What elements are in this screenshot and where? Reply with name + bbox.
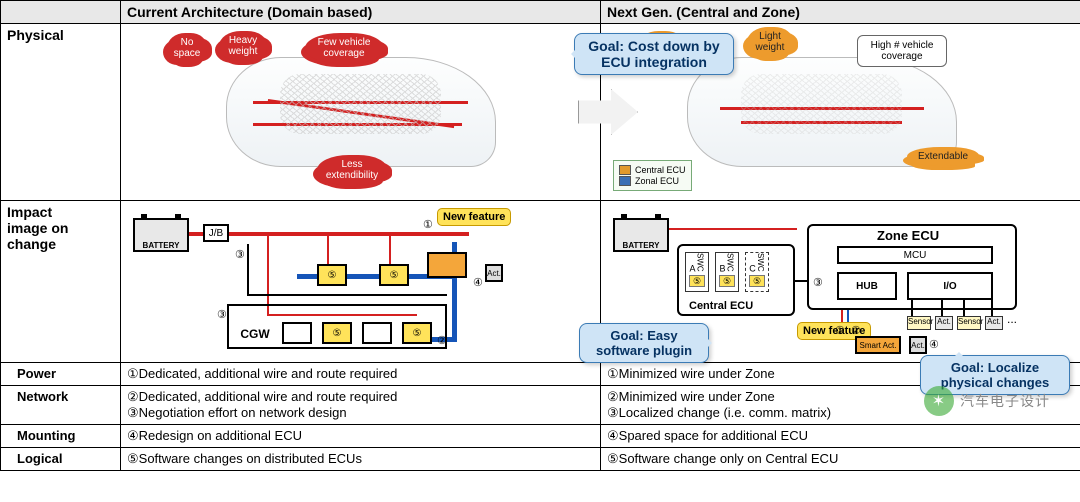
new-feature-callout: New feature bbox=[437, 208, 511, 226]
legend-swatch-central bbox=[619, 165, 631, 175]
row-label-power: Power bbox=[1, 363, 121, 386]
act-box: Act. bbox=[985, 316, 1003, 330]
cell-mounting-next: ④Spared space for additional ECU bbox=[601, 425, 1080, 448]
header-row: Current Architecture (Domain based) Next… bbox=[1, 1, 1080, 24]
ecu5-box: ⑤ bbox=[379, 264, 409, 286]
cloud-label: Light weight bbox=[747, 27, 793, 57]
row-label-mounting: Mounting bbox=[1, 425, 121, 448]
mcu-box: MCU bbox=[837, 246, 993, 264]
act-box-4: Act. bbox=[909, 336, 927, 354]
wechat-icon: ✶ bbox=[924, 386, 954, 416]
zone-ecu-label: Zone ECU bbox=[877, 228, 939, 243]
num-3: ③ bbox=[813, 276, 823, 289]
cell-logical-current: ⑤Software changes on distributed ECUs bbox=[121, 448, 601, 471]
cell-mounting-current: ④Redesign on additional ECU bbox=[121, 425, 601, 448]
legend-label-zonal: Zonal ECU bbox=[635, 176, 679, 186]
row-label-physical: Physical bbox=[1, 24, 121, 201]
num-2: ② bbox=[851, 324, 861, 337]
num-2: ② bbox=[437, 334, 447, 347]
cloud-label: High # vehicle coverage bbox=[857, 35, 947, 67]
legend-label-central: Central ECU bbox=[635, 165, 686, 175]
diagram-physical-current: Goal: Cost down by ECU integration No sp… bbox=[127, 27, 594, 197]
ecu5-box: ⑤ bbox=[317, 264, 347, 286]
row-logical: Logical ⑤Software changes on distributed… bbox=[1, 448, 1080, 471]
row-label-logical: Logical bbox=[1, 448, 121, 471]
num-4: ④ bbox=[473, 276, 483, 289]
comparison-table: Current Architecture (Domain based) Next… bbox=[0, 0, 1080, 471]
sensor-box: Sensor bbox=[957, 316, 981, 330]
central-ecu-label: Central ECU bbox=[689, 300, 753, 312]
cloud-label: Less extendibility bbox=[317, 155, 387, 185]
watermark: ✶ 汽车电子设计 bbox=[924, 386, 1050, 416]
num-1: ① bbox=[423, 218, 433, 231]
row-label-impact: Impact image on change bbox=[1, 201, 121, 363]
jb-box: J/B bbox=[203, 224, 229, 242]
header-current: Current Architecture (Domain based) bbox=[121, 1, 601, 24]
diagram-impact-current: BATTERY J/B ⑤ ⑤ ⑤ bbox=[127, 204, 594, 359]
actuator-box: Act. bbox=[485, 264, 503, 282]
dots: ... bbox=[1007, 312, 1017, 326]
table: Current Architecture (Domain based) Next… bbox=[0, 0, 1080, 471]
row-physical: Physical Goal: Cost down by ECU integrat… bbox=[1, 24, 1080, 201]
legend: Central ECU Zonal ECU bbox=[613, 160, 692, 191]
swc-b: BSWC⑤ bbox=[715, 252, 739, 292]
num-3b: ③ bbox=[217, 308, 227, 321]
goal-callout-plugin: Goal: Easy software plugin bbox=[579, 323, 709, 363]
battery-icon: BATTERY bbox=[133, 218, 189, 252]
cell-power-current: ①Dedicated, additional wire and route re… bbox=[121, 363, 601, 386]
car-current bbox=[226, 57, 496, 167]
row-impact: Impact image on change BATTERY J/B bbox=[1, 201, 1080, 363]
num-1: ① bbox=[835, 324, 845, 337]
cell-physical-current: Goal: Cost down by ECU integration No sp… bbox=[121, 24, 601, 201]
ecu-orange bbox=[427, 252, 467, 278]
watermark-text: 汽车电子设计 bbox=[960, 391, 1050, 411]
io-box: I/O bbox=[907, 272, 993, 300]
legend-swatch-zonal bbox=[619, 176, 631, 186]
row-mounting: Mounting ④Redesign on additional ECU ④Sp… bbox=[1, 425, 1080, 448]
battery-icon: BATTERY bbox=[613, 218, 669, 252]
cloud-label: No space bbox=[167, 33, 207, 63]
row-label-network: Network bbox=[1, 386, 121, 425]
header-next: Next Gen. (Central and Zone) bbox=[601, 1, 1080, 24]
cloud-label: Extendable bbox=[907, 147, 979, 166]
swc-a: ASWC⑤ bbox=[685, 252, 709, 292]
sensor-box: Sensor bbox=[907, 316, 931, 330]
num-3: ③ bbox=[235, 248, 245, 261]
row-network: Network ②Dedicated, additional wire and … bbox=[1, 386, 1080, 425]
goal-callout-cost: Goal: Cost down by ECU integration bbox=[574, 33, 734, 75]
cloud-label: Heavy weight bbox=[219, 31, 267, 61]
hub-box: HUB bbox=[837, 272, 897, 300]
row-power: Power ①Dedicated, additional wire and ro… bbox=[1, 363, 1080, 386]
smart-act-box: Smart Act. bbox=[855, 336, 901, 354]
swc-c: CSWC⑤ bbox=[745, 252, 769, 292]
cgw-frame bbox=[227, 304, 447, 349]
num-4: ④ bbox=[929, 338, 939, 351]
act-box: Act. bbox=[935, 316, 953, 330]
cell-logical-next: ⑤Software change only on Central ECU bbox=[601, 448, 1080, 471]
cell-impact-current: BATTERY J/B ⑤ ⑤ ⑤ bbox=[121, 201, 601, 363]
cloud-label: Few vehicle coverage bbox=[305, 33, 383, 63]
cell-network-current: ②Dedicated, additional wire and route re… bbox=[121, 386, 601, 425]
header-blank bbox=[1, 1, 121, 24]
